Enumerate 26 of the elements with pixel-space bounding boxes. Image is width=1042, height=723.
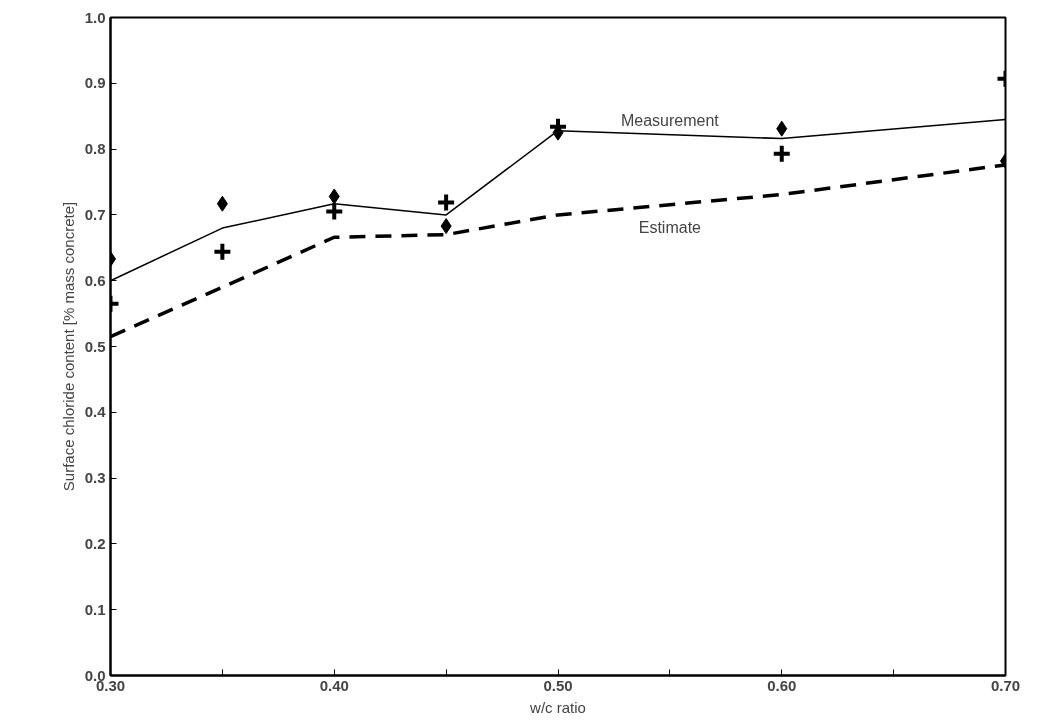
y-tick-label: 0.5 [84, 337, 106, 355]
x-tick-label: 0.40 [319, 676, 349, 694]
point [440, 218, 452, 235]
y-tick-label: 0.6 [84, 271, 106, 289]
y-tick-label: 0.7 [84, 205, 106, 223]
y-tick-label: 0.8 [84, 140, 106, 158]
series-label: Measurement [620, 111, 720, 129]
point [324, 201, 345, 222]
x-axis-title: w/c ratio [529, 698, 586, 716]
y-tick-label: 0.2 [84, 534, 106, 552]
point [216, 195, 228, 212]
y-tick-label: 0.3 [84, 469, 106, 487]
point [776, 120, 788, 137]
point [212, 241, 233, 262]
y-tick-label: 1.0 [84, 8, 106, 26]
x-tick-label: 0.60 [767, 676, 797, 694]
x-tick-label: 0.70 [990, 676, 1021, 694]
point [771, 143, 792, 164]
point [436, 192, 457, 213]
y-axis-title: Surface chloride content [% mass concrete] [59, 201, 77, 492]
x-tick-label: 0.50 [543, 676, 573, 694]
y-tick-label: 0.1 [84, 600, 106, 618]
series-label: Estimate [638, 218, 702, 236]
y-tick-label: 0.9 [84, 74, 106, 92]
y-tick-label: 0.4 [84, 403, 107, 421]
point [328, 188, 340, 205]
